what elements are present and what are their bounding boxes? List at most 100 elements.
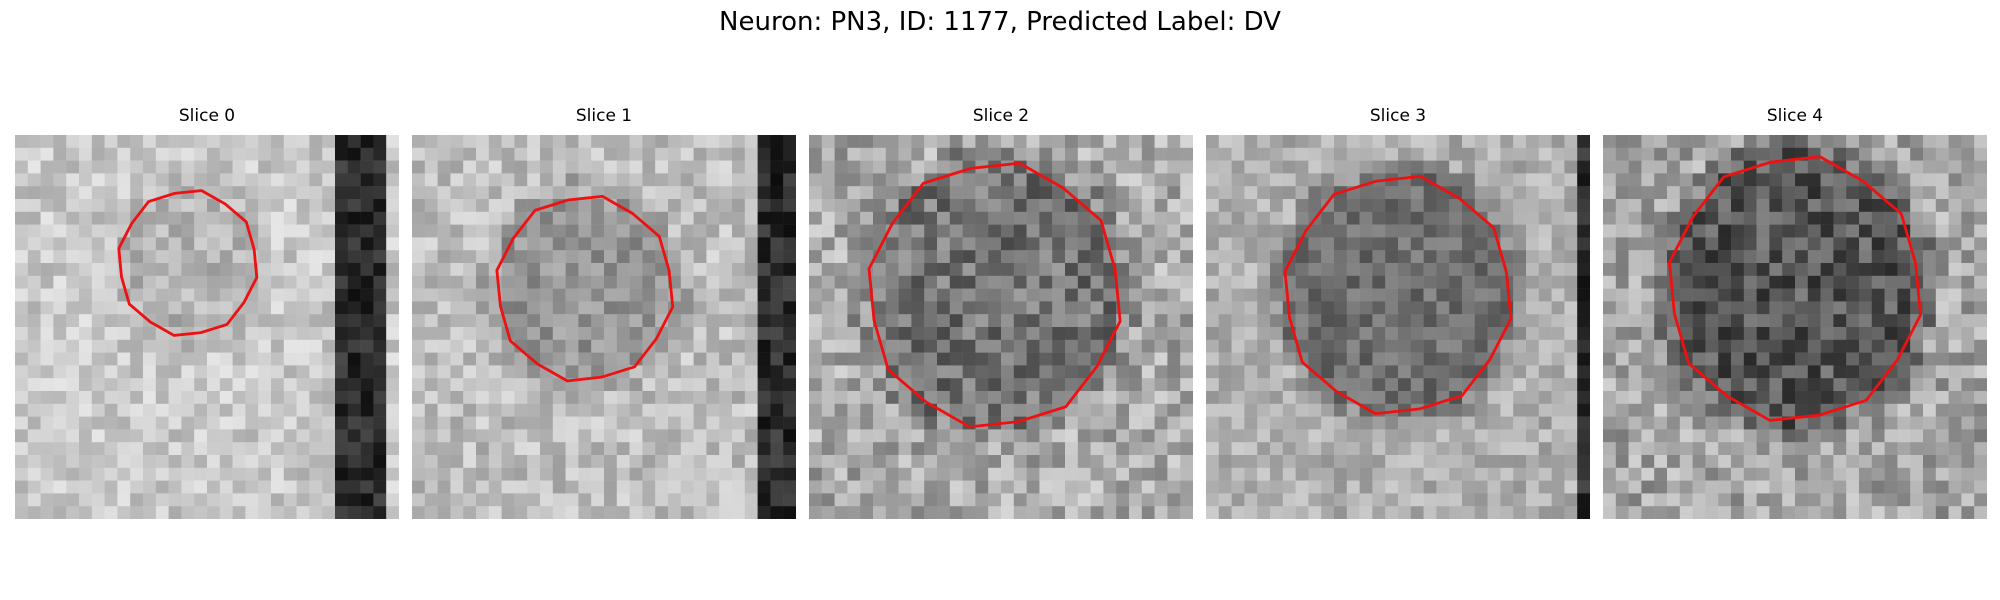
pixel [1500, 378, 1514, 392]
pixel [271, 275, 285, 289]
pixel [1820, 301, 1834, 315]
pixel [962, 352, 976, 366]
pixel [1961, 224, 1975, 238]
pixel [91, 199, 105, 213]
pixel [604, 275, 618, 289]
pixel [245, 480, 259, 494]
pixel [258, 224, 272, 238]
pixel [91, 275, 105, 289]
pixel [834, 391, 848, 405]
pixel [1910, 365, 1924, 379]
pixel [1487, 403, 1501, 417]
pixel [1295, 429, 1309, 443]
pixel [937, 378, 951, 392]
pixel [194, 365, 208, 379]
pixel [655, 493, 669, 507]
pixel [1180, 186, 1193, 200]
pixel [783, 391, 796, 405]
pixel [450, 493, 464, 507]
pixel [488, 147, 502, 161]
pixel [655, 288, 669, 302]
pixel [962, 173, 976, 187]
pixel [1282, 135, 1296, 149]
pixel [809, 314, 823, 328]
pixel [1270, 391, 1284, 405]
pixel [1551, 224, 1565, 238]
pixel [949, 314, 963, 328]
pixel [1039, 493, 1053, 507]
pixel [194, 493, 208, 507]
pixel [309, 339, 323, 353]
pixel [744, 493, 758, 507]
pixel [130, 391, 144, 405]
pixel [194, 506, 208, 519]
pixel [1270, 467, 1284, 481]
pixel [1141, 275, 1155, 289]
pixel [975, 173, 989, 187]
pixel [1282, 237, 1296, 251]
pixel [1961, 301, 1975, 315]
pixel [732, 403, 746, 417]
pixel [1436, 365, 1450, 379]
pixel [245, 506, 259, 519]
pixel [1718, 455, 1732, 469]
pixel [322, 352, 336, 366]
pixel [719, 442, 733, 456]
pixel [1270, 352, 1284, 366]
pixel [79, 314, 93, 328]
pixel [860, 416, 874, 430]
pixel [1910, 173, 1924, 187]
pixel [1935, 352, 1949, 366]
pixel [1551, 275, 1565, 289]
pixel [1295, 493, 1309, 507]
pixel [1910, 378, 1924, 392]
pixel [1206, 288, 1220, 302]
pixel [924, 263, 938, 277]
pixel [194, 301, 208, 315]
pixel [1449, 442, 1463, 456]
pixel [1154, 339, 1168, 353]
pixel [1551, 186, 1565, 200]
pixel [373, 416, 387, 430]
pixel [1935, 429, 1949, 443]
pixel [1782, 199, 1796, 213]
pixel [1385, 160, 1399, 174]
pixel [847, 275, 861, 289]
pixel [885, 173, 899, 187]
pixel [757, 160, 771, 174]
pixel [1474, 160, 1488, 174]
pixel [1551, 429, 1565, 443]
pixel [1218, 275, 1232, 289]
pixel [1615, 480, 1629, 494]
pixel [1308, 429, 1322, 443]
pixel [744, 135, 758, 149]
pixel [1013, 147, 1027, 161]
pixel [860, 211, 874, 225]
pixel [309, 391, 323, 405]
pixel [501, 378, 515, 392]
pixel [1141, 429, 1155, 443]
pixel [1385, 147, 1399, 161]
pixel [1423, 365, 1437, 379]
pixel [335, 288, 349, 302]
pixel [271, 135, 285, 149]
pixel [757, 467, 771, 481]
pixel [283, 211, 297, 225]
pixel [1346, 288, 1360, 302]
pixel [373, 403, 387, 417]
pixel [770, 301, 784, 315]
pixel [1398, 160, 1412, 174]
pixel [1282, 224, 1296, 238]
pixel [1167, 186, 1181, 200]
pixel [949, 442, 963, 456]
pixel [1308, 480, 1322, 494]
pixel [1833, 173, 1847, 187]
pixel [219, 403, 233, 417]
pixel [1795, 429, 1809, 443]
pixel [450, 391, 464, 405]
pixel [706, 301, 720, 315]
pixel [591, 224, 605, 238]
pixel [1090, 173, 1104, 187]
pixel [540, 288, 554, 302]
pixel [1180, 250, 1193, 264]
